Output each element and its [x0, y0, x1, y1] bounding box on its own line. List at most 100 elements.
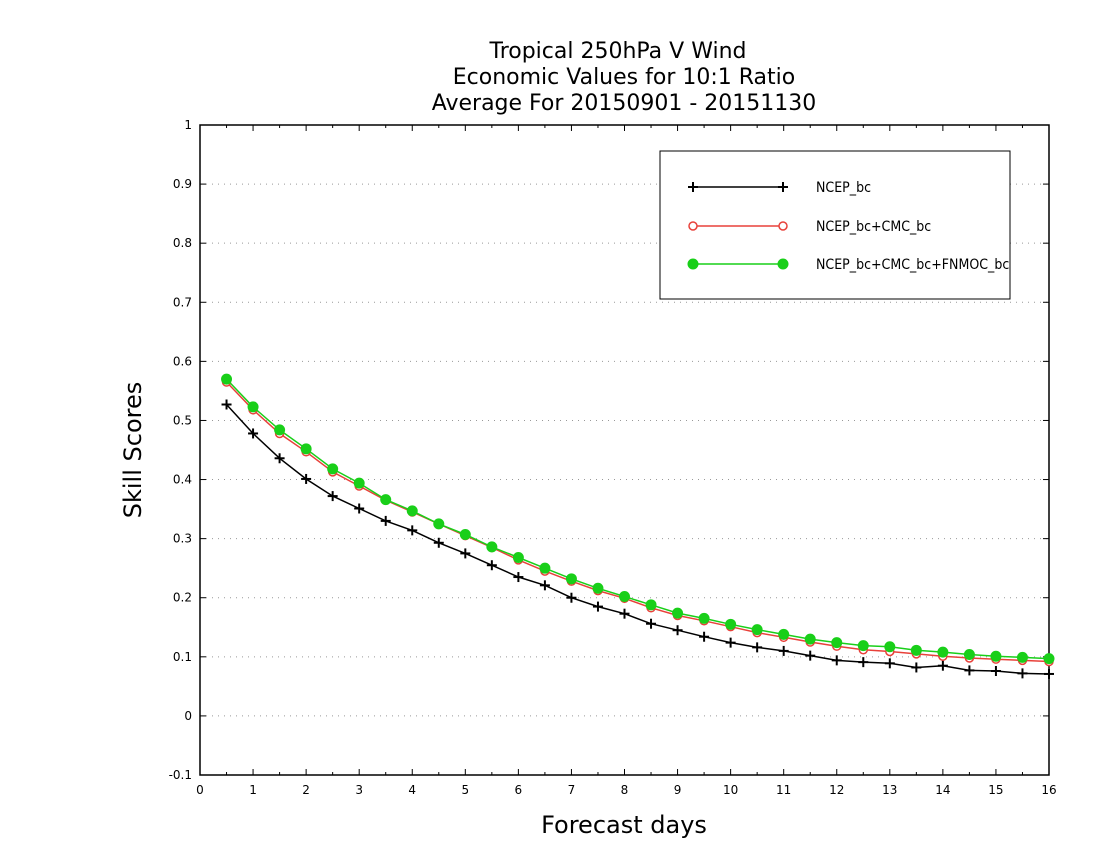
data-point — [566, 592, 577, 603]
data-point — [327, 491, 338, 502]
data-point — [672, 607, 684, 619]
x-tick-label: 0 — [196, 783, 204, 797]
y-tick-label: 0.4 — [173, 473, 192, 487]
legend-item: NCEP_bc+CMC_bc — [688, 219, 931, 235]
title-line-1: Tropical 250hPa V Wind — [488, 39, 746, 64]
data-point — [221, 399, 232, 410]
data-point — [725, 618, 737, 630]
data-point — [698, 612, 710, 624]
data-point — [407, 525, 418, 536]
x-tick-label: 11 — [776, 783, 791, 797]
y-axis-title: Skill Scores — [119, 382, 147, 519]
data-point — [911, 662, 922, 673]
x-tick-label: 7 — [568, 783, 576, 797]
legend-marker — [778, 182, 788, 192]
series-line — [225, 381, 1050, 663]
data-point — [646, 618, 657, 629]
x-tick-label: 12 — [829, 783, 844, 797]
data-point — [937, 646, 949, 658]
data-point — [831, 637, 843, 649]
data-point — [380, 494, 392, 506]
data-point — [274, 453, 285, 464]
x-tick-label: 15 — [988, 783, 1003, 797]
axis-ticks: -0.100.10.20.30.40.50.60.70.80.910 1 2 3 4 5 6… — [169, 118, 1057, 797]
series-2 — [221, 377, 1054, 667]
data-point — [380, 515, 391, 526]
data-point — [274, 424, 286, 436]
data-point — [406, 505, 418, 517]
data-point — [805, 650, 816, 661]
y-tick-label: 0.9 — [173, 177, 192, 191]
data-point — [460, 548, 471, 559]
data-point — [327, 463, 339, 475]
data-point — [221, 373, 233, 385]
y-tick-label: 1 — [184, 118, 192, 132]
y-tick-label: 0.7 — [173, 295, 192, 309]
data-point — [804, 633, 816, 645]
legend-item: NCEP_bc — [688, 180, 871, 196]
legend-marker — [778, 221, 788, 231]
data-point — [910, 644, 922, 656]
data-point — [672, 625, 683, 636]
x-tick-label: 13 — [882, 783, 897, 797]
y-tick-label: -0.1 — [169, 768, 192, 782]
series-line — [225, 403, 1050, 675]
data-point — [858, 657, 869, 668]
y-tick-label: 0.3 — [173, 532, 192, 546]
y-tick-label: 0.2 — [173, 591, 192, 605]
data-point — [592, 582, 604, 594]
data-point — [778, 645, 789, 656]
series-1 — [221, 399, 1054, 679]
data-point — [486, 560, 497, 571]
legend-label: NCEP_bc — [816, 180, 871, 196]
series-layer — [221, 373, 1055, 679]
data-point — [884, 641, 896, 653]
data-point — [884, 658, 895, 669]
data-point — [486, 541, 498, 553]
data-point — [353, 477, 365, 489]
legend-marker — [777, 258, 789, 270]
y-tick-label: 0.6 — [173, 354, 192, 368]
data-point — [248, 428, 259, 439]
y-tick-label: 0.1 — [173, 650, 192, 664]
series-line — [225, 378, 1050, 660]
data-point — [459, 529, 471, 540]
data-point — [751, 624, 763, 636]
legend-label: NCEP_bc+CMC_bc — [816, 219, 931, 235]
legend-marker — [688, 221, 698, 231]
series-3 — [221, 373, 1055, 665]
x-tick-label: 5 — [461, 783, 469, 797]
legend: NCEP_bc NCEP_bc+CMC_bc NCEP_bc+CMC_bc+FNMO… — [659, 150, 1011, 300]
legend-item: NCEP_bc+CMC_bc+FNMOC_bc — [687, 257, 1009, 273]
data-point — [565, 573, 577, 585]
title-line-2: Economic Values for 10:1 Ratio — [453, 65, 795, 90]
data-point — [300, 443, 312, 455]
data-point — [433, 537, 444, 548]
x-tick-label: 10 — [723, 783, 738, 797]
data-point — [1044, 668, 1054, 679]
x-axis-title: Forecast days — [541, 811, 707, 839]
y-tick-label: 0.8 — [173, 236, 192, 250]
data-point — [592, 601, 603, 612]
title-line-3: Average For 20150901 - 20151130 — [432, 91, 817, 116]
data-point — [512, 552, 524, 564]
x-tick-label: 8 — [621, 783, 629, 797]
x-tick-label: 3 — [355, 783, 363, 797]
data-point — [645, 599, 657, 611]
x-tick-label: 14 — [935, 783, 950, 797]
data-point — [619, 591, 630, 603]
data-point — [1017, 668, 1028, 679]
x-tick-label: 4 — [408, 783, 416, 797]
y-tick-label: 0 — [184, 709, 192, 723]
legend-marker — [688, 182, 698, 192]
data-point — [990, 666, 1001, 676]
data-point — [539, 562, 551, 574]
data-point — [725, 637, 736, 648]
legend-box — [659, 150, 1011, 300]
data-point — [831, 655, 842, 666]
data-point — [1016, 651, 1028, 663]
data-point — [752, 642, 763, 653]
data-point — [778, 628, 790, 640]
x-tick-label: 1 — [249, 783, 257, 797]
